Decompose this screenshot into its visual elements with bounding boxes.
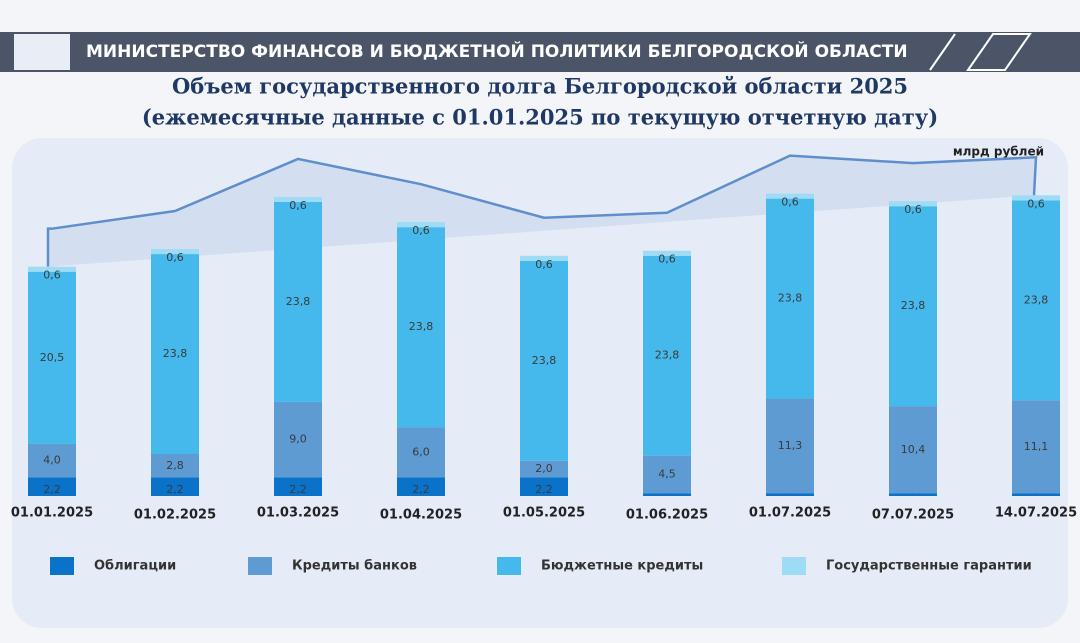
bar-segment: [151, 454, 199, 478]
value-label: 4,0: [43, 454, 61, 467]
value-label: 2,2: [535, 483, 553, 496]
bar-segment: [643, 493, 691, 496]
value-label: 0,6: [904, 203, 922, 216]
bar-segment: [766, 193, 814, 199]
bar-segment: [28, 271, 76, 444]
value-label: 23,8: [778, 292, 803, 305]
bar-segment: [643, 455, 691, 494]
bar-segment: [28, 477, 76, 496]
x-tick-label: 01.03.2025: [257, 506, 339, 521]
bar-segment: [889, 201, 937, 207]
value-label: 0,6: [535, 258, 553, 271]
x-tick-label: 07.07.2025: [872, 508, 954, 523]
chart-title: Объем государственного долга Белгородско…: [172, 74, 908, 99]
x-tick-label: 01.06.2025: [626, 508, 708, 523]
value-label: 23,8: [532, 354, 557, 367]
value-label: 10,4: [901, 443, 926, 456]
bar-segment: [520, 260, 568, 461]
value-label: 2,0: [535, 462, 553, 475]
bar-segment: [766, 493, 814, 496]
value-label: 23,8: [286, 295, 311, 308]
value-label: 0,6: [781, 196, 799, 209]
bar-segment: [397, 427, 445, 478]
value-label: 11,3: [778, 439, 803, 452]
bar-segment: [274, 401, 322, 478]
value-label: 23,8: [163, 347, 188, 360]
bar-segment: [28, 443, 76, 478]
value-label: 2,8: [166, 459, 184, 472]
bar-segment: [274, 196, 322, 202]
value-label: 9,0: [289, 433, 307, 446]
legend-label: Облигации: [94, 559, 176, 574]
total-outline: [46, 154, 1038, 267]
unit-label: млрд рублей: [953, 145, 1044, 159]
bar-segment: [643, 250, 691, 256]
value-label: 2,2: [289, 483, 307, 496]
value-label: 4,5: [658, 468, 676, 481]
bar-segment: [889, 406, 937, 494]
chart-subtitle: (ежемесячные данные с 01.01.2025 по теку…: [142, 105, 938, 130]
value-label: 0,6: [43, 269, 61, 282]
value-label: 23,8: [655, 349, 680, 362]
bar-segment: [889, 206, 937, 407]
value-label: 6,0: [412, 445, 430, 458]
legend-swatch: [248, 557, 272, 575]
legend-label: Кредиты банков: [292, 559, 417, 574]
x-tick-label: 01.01.2025: [11, 506, 93, 521]
x-tick-label: 01.04.2025: [380, 508, 462, 523]
bar-segment: [151, 477, 199, 496]
legend-label: Государственные гарантии: [826, 559, 1032, 574]
bar-segment: [766, 398, 814, 494]
value-label: 0,6: [412, 224, 430, 237]
value-label: 11,1: [1024, 440, 1049, 453]
bar-segment: [274, 477, 322, 496]
bar-segment: [151, 249, 199, 255]
bar-segment: [1012, 493, 1060, 496]
bar-segment: [520, 255, 568, 261]
header-bar: [0, 32, 1080, 72]
x-tick-label: 01.07.2025: [749, 506, 831, 521]
bar-segment: [151, 254, 199, 454]
legend-swatch: [50, 557, 74, 575]
bar-segment: [766, 198, 814, 399]
value-label: 2,2: [412, 483, 430, 496]
legend-label: Бюджетные кредиты: [541, 559, 703, 574]
bar-segment: [397, 222, 445, 228]
header-decoration: [929, 33, 1032, 71]
value-label: 0,6: [658, 253, 676, 266]
x-tick-label: 01.05.2025: [503, 506, 585, 521]
logo: [14, 34, 70, 70]
bar-segment: [397, 227, 445, 428]
bar-segment: [520, 477, 568, 496]
value-label: 2,2: [43, 483, 61, 496]
x-tick-label: 14.07.2025: [995, 506, 1077, 521]
value-label: 0,6: [289, 199, 307, 212]
value-label: 2,2: [166, 483, 184, 496]
bar-segment: [28, 266, 76, 272]
bar-segment: [274, 202, 322, 402]
bar-segment: [643, 255, 691, 456]
bar-segment: [1012, 200, 1060, 401]
bar-segment: [1012, 195, 1060, 201]
bar-segment: [889, 493, 937, 496]
legend-swatch: [497, 557, 521, 575]
value-label: 23,8: [1024, 293, 1049, 306]
legend-swatch: [782, 557, 806, 575]
value-label: 0,6: [1027, 197, 1045, 210]
bar-segment: [520, 460, 568, 478]
x-tick-label: 01.02.2025: [134, 508, 216, 523]
value-label: 23,8: [901, 299, 926, 312]
ministry-name: МИНИСТЕРСТВО ФИНАНСОВ И БЮДЖЕТНОЙ ПОЛИТИ…: [86, 40, 908, 62]
bar-segment: [1012, 400, 1060, 494]
value-label: 23,8: [409, 320, 434, 333]
value-label: 20,5: [40, 351, 65, 364]
bar-segment: [397, 477, 445, 496]
value-label: 0,6: [166, 251, 184, 264]
